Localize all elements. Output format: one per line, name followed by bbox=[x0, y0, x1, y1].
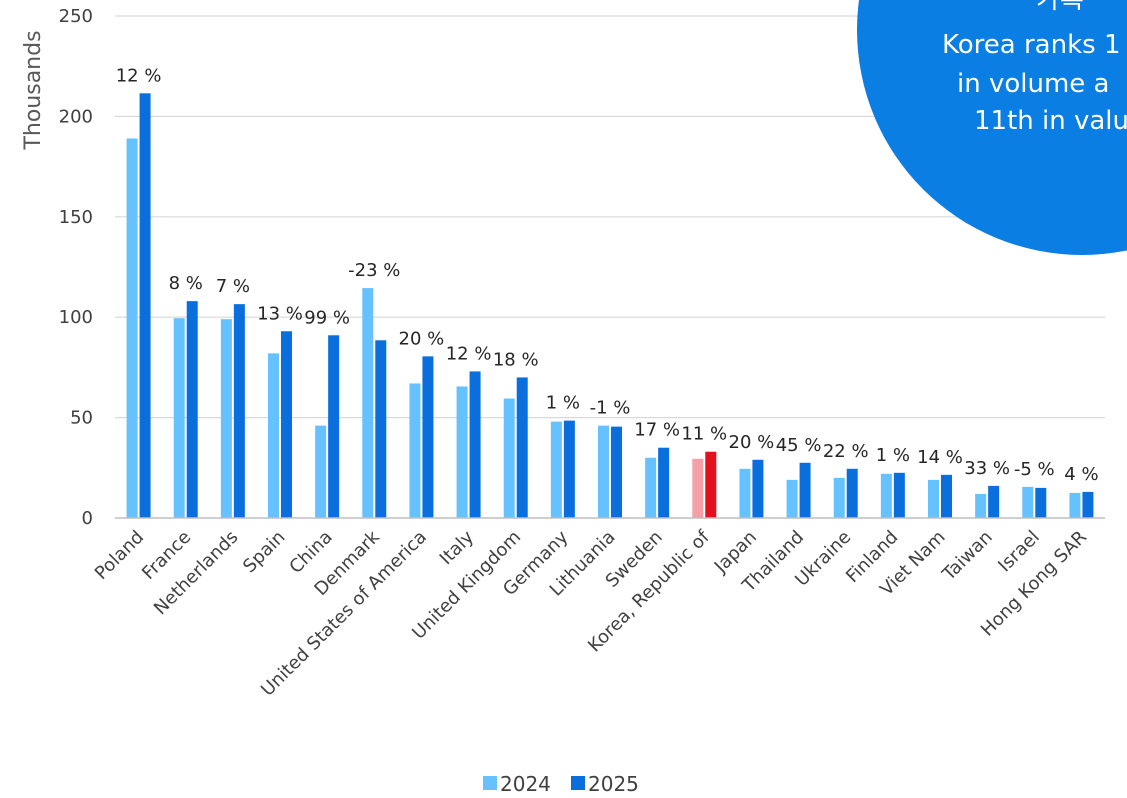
y-axis-ticks: 0 50 100 150 200 250 bbox=[59, 6, 93, 529]
percent-labels: 12 %8 % 7 %13 % 99 %-23 %20 %12 % 18 %1 % -1… bbox=[116, 65, 1099, 485]
bar-2025 bbox=[988, 485, 1000, 518]
y-tick-label: 50 bbox=[70, 408, 93, 429]
bar-2024 bbox=[268, 353, 279, 518]
bar-2025 bbox=[469, 371, 481, 518]
bar-2025 bbox=[752, 459, 764, 518]
bar-2025 bbox=[422, 356, 434, 518]
bar-2024 bbox=[598, 425, 609, 518]
bar-2024 bbox=[220, 319, 232, 518]
bar-2025 bbox=[941, 474, 952, 518]
legend-label: 2024 bbox=[500, 772, 551, 796]
bar-2024 bbox=[786, 479, 798, 518]
percent-label: 1 % bbox=[876, 445, 910, 466]
legend-swatch bbox=[571, 776, 585, 790]
bar-2025 bbox=[799, 462, 811, 518]
x-axis-categories: PolandFranceNetherlandsSpainChinaDenmark… bbox=[91, 526, 1091, 700]
percent-label: -23 % bbox=[348, 260, 400, 281]
bar-2025 bbox=[328, 335, 340, 518]
callout-line: in volume a bbox=[957, 69, 1109, 99]
y-tick-label: 0 bbox=[82, 508, 93, 529]
bar-2024 bbox=[173, 318, 185, 518]
percent-label: 33 % bbox=[964, 458, 1010, 479]
bar-2024 bbox=[550, 421, 562, 518]
bar-2025 bbox=[1082, 491, 1094, 518]
callout-line: Korea ranks 1 bbox=[942, 30, 1120, 60]
bar-2025 bbox=[563, 420, 575, 518]
bar-2024 bbox=[833, 477, 845, 518]
y-tick-label: 250 bbox=[59, 6, 93, 27]
percent-label: 45 % bbox=[776, 435, 822, 456]
percent-label: -1 % bbox=[590, 398, 631, 419]
bar-2025 bbox=[705, 451, 717, 518]
bar-2025 bbox=[846, 468, 858, 518]
bar-2024 bbox=[362, 288, 374, 518]
bar-2024 bbox=[928, 479, 939, 518]
legend-label: 2025 bbox=[588, 772, 639, 796]
callout-line: 11th in valu bbox=[974, 106, 1127, 136]
bar-2024 bbox=[315, 425, 327, 518]
percent-label: 20 % bbox=[399, 328, 445, 349]
percent-label: 18 % bbox=[493, 349, 539, 370]
bar-2024 bbox=[1022, 486, 1034, 518]
bar-2024 bbox=[645, 457, 657, 518]
bar-2024 bbox=[126, 138, 138, 518]
bar-2025 bbox=[139, 93, 151, 519]
y-tick-label: 150 bbox=[59, 207, 93, 228]
bar-2025 bbox=[1035, 487, 1047, 518]
legend-swatch bbox=[483, 776, 497, 790]
percent-label: 20 % bbox=[729, 432, 775, 453]
category-label: Taiwan bbox=[938, 527, 997, 586]
y-axis-label: Thousands bbox=[21, 30, 46, 150]
percent-label: 17 % bbox=[634, 420, 680, 441]
bar-2025 bbox=[281, 331, 292, 518]
bar-2025 bbox=[516, 377, 528, 518]
percent-label: 7 % bbox=[216, 276, 250, 297]
bar-2025 bbox=[233, 304, 245, 518]
category-label: Poland bbox=[91, 527, 148, 584]
percent-label: 4 % bbox=[1064, 464, 1098, 485]
percent-label: 14 % bbox=[917, 447, 963, 468]
bar-2024 bbox=[1069, 492, 1081, 518]
bar-2024 bbox=[975, 493, 987, 518]
bar-2025 bbox=[893, 472, 905, 518]
category-label: Italy bbox=[436, 526, 479, 569]
percent-label: 13 % bbox=[257, 303, 303, 324]
bar-2024 bbox=[880, 473, 892, 518]
bar-2024 bbox=[739, 468, 751, 518]
percent-label: -5 % bbox=[1014, 459, 1055, 480]
callout-bubble: 가록 Korea ranks 1 in volume a 11th in valu bbox=[857, 0, 1127, 255]
bar-2025 bbox=[375, 340, 387, 518]
y-tick-label: 100 bbox=[59, 307, 93, 328]
percent-label: 12 % bbox=[446, 343, 492, 364]
callout-line: 가록 bbox=[1036, 0, 1084, 15]
bar-2025 bbox=[611, 426, 622, 518]
percent-label: 1 % bbox=[546, 393, 580, 414]
y-tick-label: 200 bbox=[59, 106, 93, 127]
bar-2025 bbox=[658, 447, 670, 518]
percent-label: 12 % bbox=[116, 65, 162, 86]
bars bbox=[126, 93, 1094, 519]
bar-2024 bbox=[456, 386, 468, 518]
percent-label: 11 % bbox=[681, 424, 727, 445]
percent-label: 22 % bbox=[823, 441, 869, 462]
bar-2024 bbox=[409, 383, 421, 518]
bar-2024 bbox=[503, 398, 515, 518]
legend: 2024 2025 bbox=[483, 772, 639, 796]
bar-2024 bbox=[692, 458, 704, 518]
percent-label: 99 % bbox=[304, 307, 350, 328]
callout-circle bbox=[857, 0, 1127, 255]
category-label: Spain bbox=[239, 527, 289, 577]
bar-2025 bbox=[186, 301, 198, 518]
percent-label: 8 % bbox=[169, 273, 203, 294]
